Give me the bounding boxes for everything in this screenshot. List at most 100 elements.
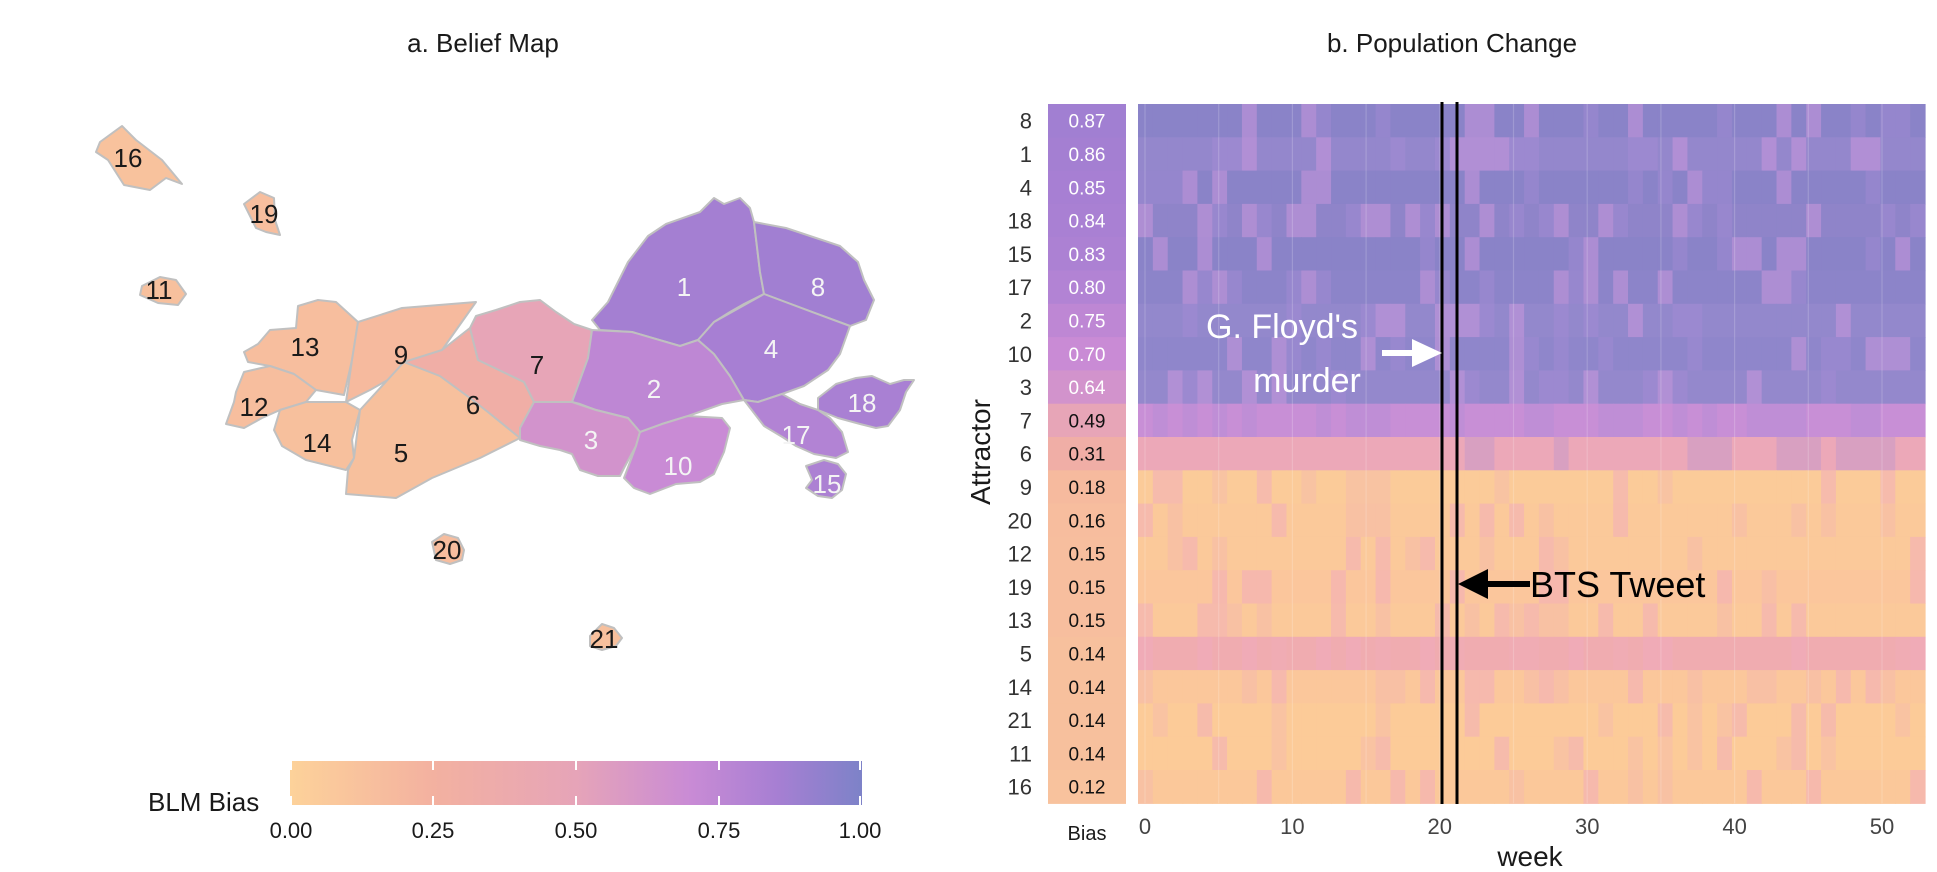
heatmap-cell (1420, 437, 1436, 471)
heatmap-cell (1197, 636, 1213, 671)
heatmap-cell (1390, 636, 1406, 671)
heatmap-cell (1167, 636, 1184, 671)
region-4[interactable] (697, 293, 851, 403)
heatmap-cell (1345, 636, 1362, 671)
heatmap-cell (1256, 337, 1273, 371)
heatmap-cell (1138, 736, 1154, 771)
heatmap-cell (1657, 203, 1674, 238)
heatmap-cell (1821, 437, 1837, 471)
heatmap-cell (1850, 503, 1867, 538)
region-label-9: 9 (394, 340, 408, 370)
heatmap-cell (1553, 170, 1570, 205)
heatmap-cell (1821, 470, 1837, 505)
heatmap-cell (1286, 770, 1302, 804)
heatmap-cell (1776, 370, 1792, 405)
region-19[interactable] (243, 191, 281, 236)
heatmap-cell (1271, 736, 1288, 771)
region-11[interactable] (139, 276, 187, 306)
heatmap-cell (1167, 403, 1184, 438)
heatmap-cell (1316, 603, 1332, 638)
heatmap-cell (1182, 636, 1198, 671)
region-12[interactable] (225, 365, 317, 429)
heatmap-cell (1910, 437, 1926, 471)
region-label-8: 8 (811, 272, 825, 302)
region-10[interactable] (623, 415, 731, 495)
heatmap-cell (1628, 536, 1644, 571)
population-change-title: b. Population Change (1327, 28, 1577, 58)
region-label-7: 7 (530, 350, 544, 380)
heatmap-cell (1390, 570, 1406, 605)
heatmap-cell (1746, 703, 1763, 738)
region-16[interactable] (95, 125, 183, 191)
heatmap-cell (1375, 170, 1392, 205)
heatmap-cell (1212, 137, 1228, 172)
heatmap-cell (1791, 370, 1807, 405)
heatmap-cell (1657, 536, 1674, 571)
heatmap-cell (1910, 137, 1926, 172)
heatmap-cell (1271, 470, 1288, 505)
heatmap-cell (1538, 570, 1555, 605)
region-3[interactable] (519, 401, 641, 477)
heatmap-cell (1509, 270, 1525, 305)
bias-cell (1048, 104, 1126, 138)
heatmap-cell (1835, 503, 1852, 538)
heatmap-cell (1880, 636, 1896, 671)
heatmap-cell (1316, 370, 1332, 405)
bias-cell (1048, 570, 1126, 605)
region-21[interactable] (589, 623, 623, 651)
region-label-3: 3 (584, 425, 598, 455)
heatmap-cell (1182, 703, 1198, 738)
heatmap-cell (1821, 570, 1837, 605)
heatmap-cell (1479, 270, 1495, 305)
heatmap-cell (1509, 636, 1525, 671)
floyd-arrow-icon (1382, 339, 1442, 367)
heatmap-cell (1865, 470, 1882, 505)
heatmap-cell (1791, 437, 1807, 471)
heatmap-cell (1657, 237, 1674, 272)
bias-cell (1048, 770, 1126, 804)
heatmap-cell (1776, 437, 1792, 471)
heatmap-cell (1152, 237, 1169, 272)
region-17[interactable] (743, 393, 849, 459)
x-axis-label: week (1496, 841, 1563, 872)
heatmap-cell (1494, 203, 1510, 238)
heatmap-cell (1850, 237, 1867, 272)
heatmap-cell (1286, 203, 1302, 238)
heatmap-cell (1761, 370, 1778, 405)
heatmap-cell (1375, 137, 1392, 172)
heatmap-cell (1895, 370, 1911, 405)
region-15[interactable] (805, 459, 847, 499)
heatmap-cell (1865, 770, 1882, 804)
heatmap-cell (1375, 437, 1392, 471)
heatmap-cell (1672, 403, 1689, 438)
heatmap-cell (1791, 170, 1807, 205)
heatmap-cell (1524, 603, 1540, 638)
legend-title: BLM Bias (148, 787, 259, 817)
heatmap-cell (1850, 736, 1867, 771)
heatmap-cell (1479, 703, 1495, 738)
heatmap-cell (1390, 603, 1406, 638)
bias-value: 0.15 (1069, 545, 1106, 566)
attractor-label: 17 (1008, 275, 1032, 300)
heatmap-cell (1761, 337, 1778, 371)
heatmap-cell (1776, 237, 1792, 272)
heatmap-cell (1598, 670, 1614, 704)
heatmap-cell (1509, 437, 1525, 471)
heatmap-cell (1568, 437, 1585, 471)
heatmap-cell (1301, 503, 1317, 538)
region-20[interactable] (431, 533, 465, 565)
heatmap-cell (1197, 470, 1213, 505)
heatmap-cell (1746, 437, 1763, 471)
region-label-6: 6 (466, 390, 480, 420)
region-18[interactable] (817, 375, 915, 429)
heatmap-cell (1761, 437, 1778, 471)
heatmap-cell (1286, 470, 1302, 505)
heatmap-cell (1598, 137, 1614, 172)
heatmap-cell (1672, 303, 1689, 338)
heatmap-cell (1241, 270, 1258, 305)
heatmap-cell (1835, 203, 1852, 238)
heatmap-cell (1494, 237, 1510, 272)
heatmap-cell (1167, 536, 1184, 571)
attractor-label: 13 (1008, 608, 1032, 633)
